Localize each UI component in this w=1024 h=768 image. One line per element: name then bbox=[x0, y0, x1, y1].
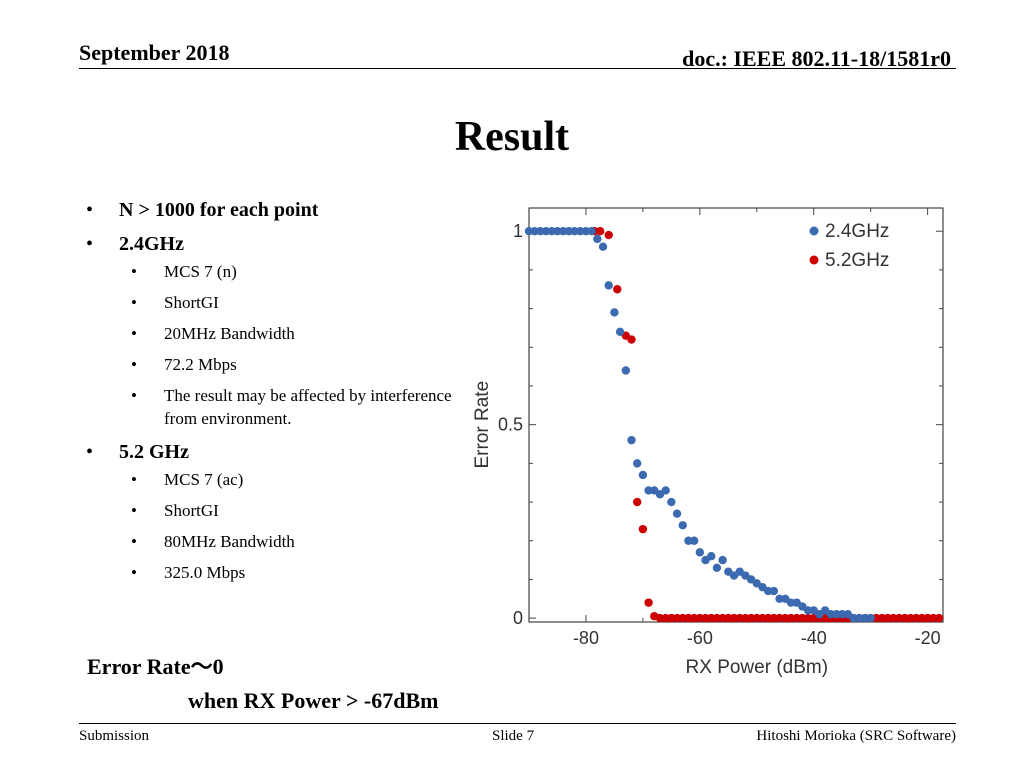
legend-label: 5.2GHz bbox=[825, 250, 889, 271]
sub-bullet: 325.0 Mbps bbox=[119, 561, 456, 584]
sub-bullet: MCS 7 (ac) bbox=[119, 468, 456, 491]
footer-submission: Submission bbox=[79, 728, 150, 744]
y-tick-label: 1 bbox=[513, 221, 523, 241]
sublist-24ghz: MCS 7 (n) ShortGI 20MHz Bandwidth 72.2 M… bbox=[119, 260, 456, 430]
sub-bullet: 20MHz Bandwidth bbox=[119, 322, 456, 345]
sub-bullet: The result may be affected by interferen… bbox=[119, 384, 456, 430]
header-divider bbox=[79, 68, 956, 69]
y-tick-label: 0 bbox=[513, 608, 523, 628]
point-2.4ghz bbox=[604, 281, 613, 290]
x-tick-label: -20 bbox=[915, 628, 941, 648]
bullet-24ghz-heading: 2.4GHz bbox=[119, 233, 184, 255]
summary-condition: when RX Power > -67dBm bbox=[188, 688, 439, 713]
x-tick-label: -60 bbox=[687, 628, 713, 648]
point-2.4ghz bbox=[661, 486, 670, 495]
header-doc-number: doc.: IEEE 802.11-18/1581r0 bbox=[682, 46, 951, 71]
summary-error-rate: Error Rate～0 bbox=[87, 654, 224, 679]
point-2.4ghz bbox=[672, 509, 682, 518]
y-axis-label: Error Rate bbox=[472, 381, 493, 469]
point-2.4ghz bbox=[632, 459, 642, 468]
error-rate-chart: -80 -60 -40 -20 0 0.5 1 RX Power (dBm) Error Rat… bbox=[472, 207, 944, 678]
point-5.2ghz bbox=[632, 497, 642, 507]
point-5.2ghz bbox=[644, 598, 653, 607]
point-2.4ghz bbox=[598, 242, 608, 251]
point-2.4ghz bbox=[615, 327, 625, 337]
bullet-52ghz-heading: 5.2 GHz bbox=[119, 441, 189, 463]
legend-marker bbox=[809, 255, 819, 265]
point-5.2ghz bbox=[595, 227, 605, 236]
y-tick-label: 0.5 bbox=[498, 415, 523, 435]
point-2.4ghz bbox=[621, 366, 631, 375]
point-2.4ghz bbox=[638, 470, 648, 480]
point-2.4ghz bbox=[593, 234, 602, 244]
footer-author: Hitoshi Morioka (SRC Software) bbox=[756, 728, 956, 744]
sub-bullet: 72.2 Mbps bbox=[119, 353, 456, 376]
point-2.4ghz bbox=[712, 563, 722, 573]
slide-title: Result bbox=[454, 114, 570, 160]
point-2.4ghz bbox=[866, 613, 875, 623]
point-2.4ghz bbox=[695, 548, 705, 557]
sub-bullet: ShortGI bbox=[119, 291, 456, 314]
sub-bullet: MCS 7 (n) bbox=[119, 260, 456, 283]
point-2.4ghz bbox=[707, 552, 716, 561]
point-2.4ghz bbox=[627, 435, 636, 445]
point-2.4ghz bbox=[610, 308, 619, 317]
plot-frame bbox=[528, 207, 944, 623]
point-5.2ghz bbox=[934, 613, 944, 623]
legend-label: 2.4GHz bbox=[825, 221, 889, 242]
x-tick-label: -80 bbox=[573, 628, 599, 648]
point-2.4ghz bbox=[667, 497, 676, 507]
bullet-sample-size: N > 1000 for each point bbox=[86, 196, 456, 224]
x-axis-label: RX Power (dBm) bbox=[686, 657, 829, 678]
header-date: September 2018 bbox=[79, 40, 230, 65]
footer-slide-number: Slide 7 bbox=[492, 728, 535, 744]
sub-bullet: 80MHz Bandwidth bbox=[119, 530, 456, 553]
point-5.2ghz bbox=[613, 285, 622, 294]
legend-marker bbox=[809, 226, 819, 236]
bullet-52ghz: 5.2 GHz MCS 7 (ac) ShortGI 80MHz Bandwid… bbox=[86, 438, 456, 584]
point-5.2ghz bbox=[627, 335, 636, 344]
bullet-list: N > 1000 for each point 2.4GHz MCS 7 (n)… bbox=[86, 196, 456, 592]
point-2.4ghz bbox=[689, 536, 699, 545]
point-5.2ghz bbox=[638, 524, 648, 534]
sublist-52ghz: MCS 7 (ac) ShortGI 80MHz Bandwidth 325.0… bbox=[119, 468, 456, 584]
bullet-sample-size-text: N > 1000 for each point bbox=[119, 199, 319, 221]
x-tick-label: -40 bbox=[801, 628, 827, 648]
footer-divider bbox=[79, 723, 956, 724]
point-5.2ghz bbox=[604, 230, 613, 240]
point-2.4ghz bbox=[718, 555, 727, 565]
sub-bullet: ShortGI bbox=[119, 499, 456, 522]
bullet-24ghz: 2.4GHz MCS 7 (n) ShortGI 20MHz Bandwidth… bbox=[86, 230, 456, 430]
point-2.4ghz bbox=[769, 586, 779, 596]
point-2.4ghz bbox=[587, 227, 596, 236]
point-2.4ghz bbox=[678, 521, 687, 530]
